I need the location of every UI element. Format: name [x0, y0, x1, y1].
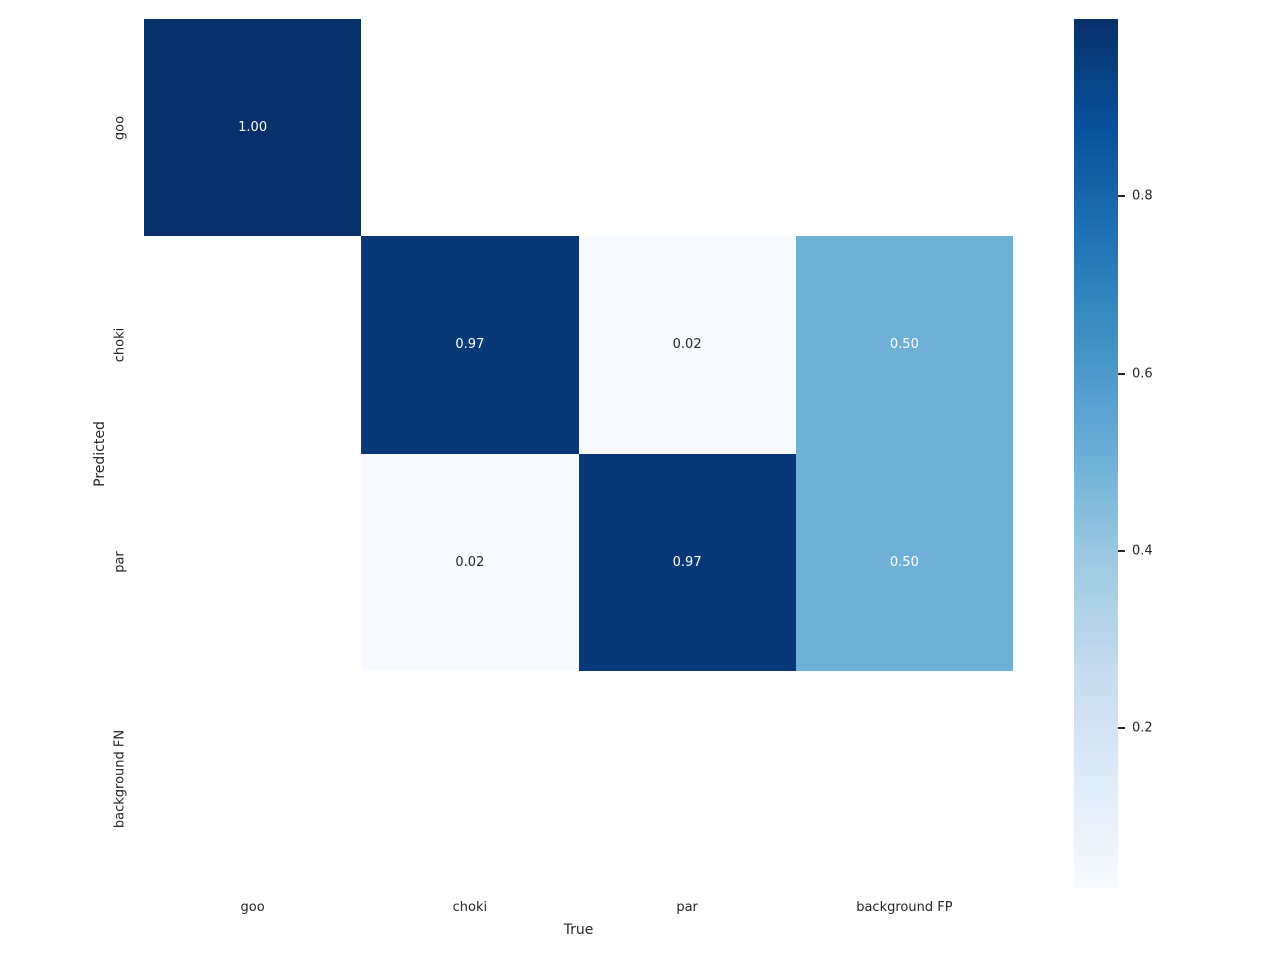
heatmap-cell-par-goo — [144, 453, 362, 671]
heatmap-cell-goo-background-fp — [795, 19, 1013, 237]
heatmap-cell-background-fn-background-fp — [795, 670, 1013, 888]
heatmap-cell-choki-par: 0.02 — [578, 236, 796, 454]
x-tick-background-fp: background FP — [856, 900, 953, 915]
heatmap-cell-value: 1.00 — [238, 120, 268, 136]
colorbar-tick-mark — [1118, 372, 1125, 375]
y-tick-goo: goo — [112, 115, 128, 140]
x-axis-label: True — [563, 922, 594, 938]
x-tick-par: par — [676, 900, 698, 915]
heatmap-cell-background-fn-choki — [361, 670, 579, 888]
heatmap-cell-background-fn-goo — [144, 670, 362, 888]
heatmap-cell-goo-par — [578, 19, 796, 237]
colorbar-tick-mark — [1118, 550, 1125, 553]
heatmap-cell-value: 0.97 — [672, 554, 702, 570]
heatmap-cell-value: 0.50 — [889, 337, 919, 353]
y-axis-label: Predicted — [92, 420, 108, 487]
colorbar — [1074, 19, 1118, 888]
colorbar-tick-label-0.8: 0.8 — [1132, 188, 1153, 204]
heatmap-cell-goo-goo: 1.00 — [144, 19, 362, 237]
colorbar-tick-mark — [1118, 195, 1125, 198]
x-tick-choki: choki — [452, 900, 488, 915]
heatmap-cell-par-choki: 0.02 — [361, 453, 579, 671]
heatmap-cell-goo-choki — [361, 19, 579, 237]
confusion-matrix-heatmap: 1.00 0.97 0.02 0.50 0.02 0.97 0.50 — [144, 19, 1013, 888]
heatmap-cell-value: 0.02 — [455, 554, 485, 570]
colorbar-tick-label-0.2: 0.2 — [1132, 720, 1153, 736]
heatmap-cell-par-par: 0.97 — [578, 453, 796, 671]
y-tick-choki: choki — [112, 327, 128, 363]
heatmap-cell-background-fn-par — [578, 670, 796, 888]
heatmap-cell-choki-background-fp: 0.50 — [795, 236, 1013, 454]
colorbar-tick-label-0.6: 0.6 — [1132, 366, 1153, 382]
heatmap-cell-choki-choki: 0.97 — [361, 236, 579, 454]
heatmap-cell-value: 0.50 — [889, 554, 919, 570]
y-tick-background-fn: background FN — [112, 730, 128, 829]
y-tick-par: par — [112, 551, 128, 573]
heatmap-cell-value: 0.97 — [455, 337, 485, 353]
x-tick-goo: goo — [240, 900, 265, 915]
heatmap-cell-choki-goo — [144, 236, 362, 454]
colorbar-tick-label-0.4: 0.4 — [1132, 543, 1153, 559]
colorbar-tick-mark — [1118, 727, 1125, 730]
heatmap-cell-value: 0.02 — [672, 337, 702, 353]
heatmap-cell-par-background-fp: 0.50 — [795, 453, 1013, 671]
